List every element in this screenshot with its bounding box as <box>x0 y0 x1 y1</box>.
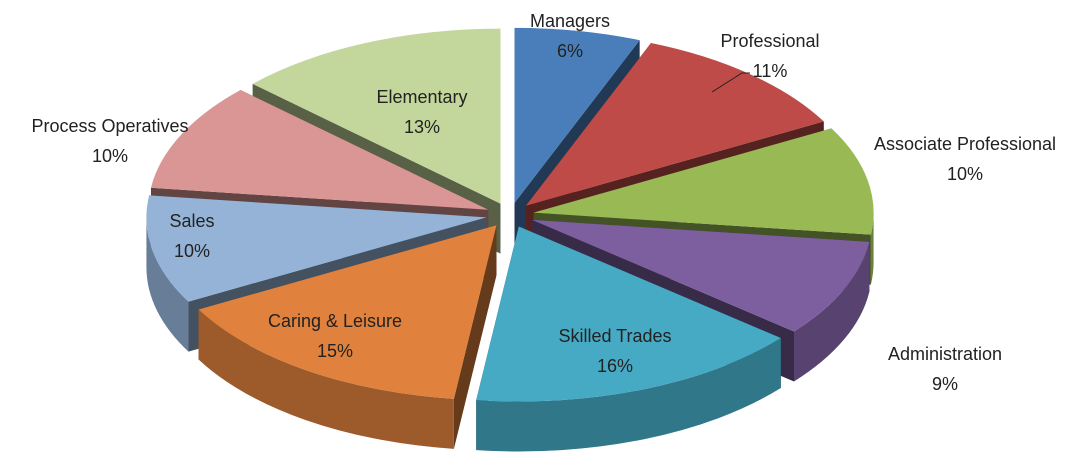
slice-top <box>150 89 489 210</box>
slice-label: Sales <box>169 211 214 231</box>
slice-label: Caring & Leisure <box>268 311 402 331</box>
leader-line <box>711 72 750 93</box>
slice-top <box>146 195 487 302</box>
slice-top <box>525 43 824 206</box>
slice-side <box>198 309 454 449</box>
slice-label: Elementary <box>376 87 467 107</box>
slice-value: 11% <box>753 61 788 81</box>
slice-top <box>476 226 781 402</box>
slice-value: 13% <box>404 117 440 137</box>
slice-wall <box>453 225 497 449</box>
slice-value: 15% <box>317 341 353 361</box>
slice-label: Skilled Trades <box>558 326 671 346</box>
slice <box>198 225 497 449</box>
slice-value: 10% <box>947 164 983 184</box>
slice-top <box>514 27 640 203</box>
slice-label: Associate Professional <box>874 134 1056 154</box>
slice-label: Professional <box>720 31 819 51</box>
slice-value: 10% <box>92 146 128 166</box>
slice-label: Administration <box>888 344 1002 364</box>
slice <box>476 226 781 452</box>
slice-side <box>870 212 874 285</box>
slice-side <box>146 217 189 352</box>
slice-top <box>532 219 870 332</box>
slice-value: 9% <box>932 374 958 394</box>
slice-value: 6% <box>557 41 583 61</box>
slice-side <box>794 241 870 382</box>
slice-top <box>533 128 874 235</box>
slice-value: 10% <box>174 241 210 261</box>
slice-label: Managers <box>530 11 610 31</box>
slice-value: 16% <box>597 356 633 376</box>
slice-label: Process Operatives <box>31 116 188 136</box>
slice-top <box>252 28 501 204</box>
slice-top <box>198 225 497 399</box>
slice-side <box>476 338 781 452</box>
